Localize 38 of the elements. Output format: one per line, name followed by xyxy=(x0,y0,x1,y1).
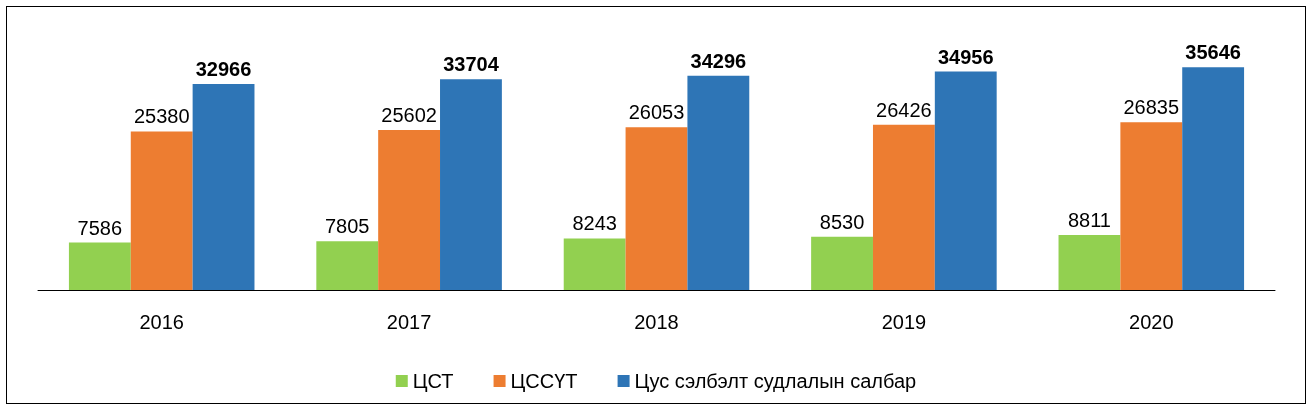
bar xyxy=(934,71,997,290)
bar xyxy=(1182,67,1245,290)
bar xyxy=(625,127,688,290)
x-tick-label: 2019 xyxy=(881,311,927,333)
data-label: 7805 xyxy=(325,215,370,238)
data-label: 26835 xyxy=(1123,96,1180,119)
bar xyxy=(192,83,255,290)
data-label: 26053 xyxy=(628,101,685,124)
data-label: 25380 xyxy=(133,105,190,128)
legend-label: ЦССҮТ xyxy=(510,370,578,392)
bar xyxy=(563,238,626,290)
legend-label: ЦСТ xyxy=(412,370,454,392)
bar xyxy=(872,124,935,290)
bar xyxy=(378,129,441,290)
data-label: 7586 xyxy=(77,216,123,239)
data-label: 33704 xyxy=(443,53,500,76)
bar xyxy=(316,241,379,290)
data-label: 26426 xyxy=(876,98,932,121)
bar xyxy=(1058,234,1121,290)
bar xyxy=(811,236,873,290)
data-label: 35646 xyxy=(1185,41,1241,64)
data-label: 34296 xyxy=(690,49,747,72)
bar xyxy=(130,131,193,290)
data-label: 8530 xyxy=(819,210,865,233)
x-tick-label: 2018 xyxy=(634,311,679,333)
bar xyxy=(687,75,750,290)
bar xyxy=(1120,122,1183,290)
data-label: 8811 xyxy=(1067,208,1111,231)
x-tick-label: 2020 xyxy=(1129,311,1174,333)
x-tick-label: 2017 xyxy=(386,311,432,333)
data-label: 25602 xyxy=(381,103,437,126)
legend-label: Цус сэлбэлт судлалын салбар xyxy=(634,370,917,392)
data-label: 8243 xyxy=(572,212,617,235)
data-label: 32966 xyxy=(195,57,252,80)
data-label: 34956 xyxy=(937,45,994,68)
bar xyxy=(440,79,502,290)
bar xyxy=(68,242,131,290)
x-tick-label: 2016 xyxy=(139,311,184,333)
